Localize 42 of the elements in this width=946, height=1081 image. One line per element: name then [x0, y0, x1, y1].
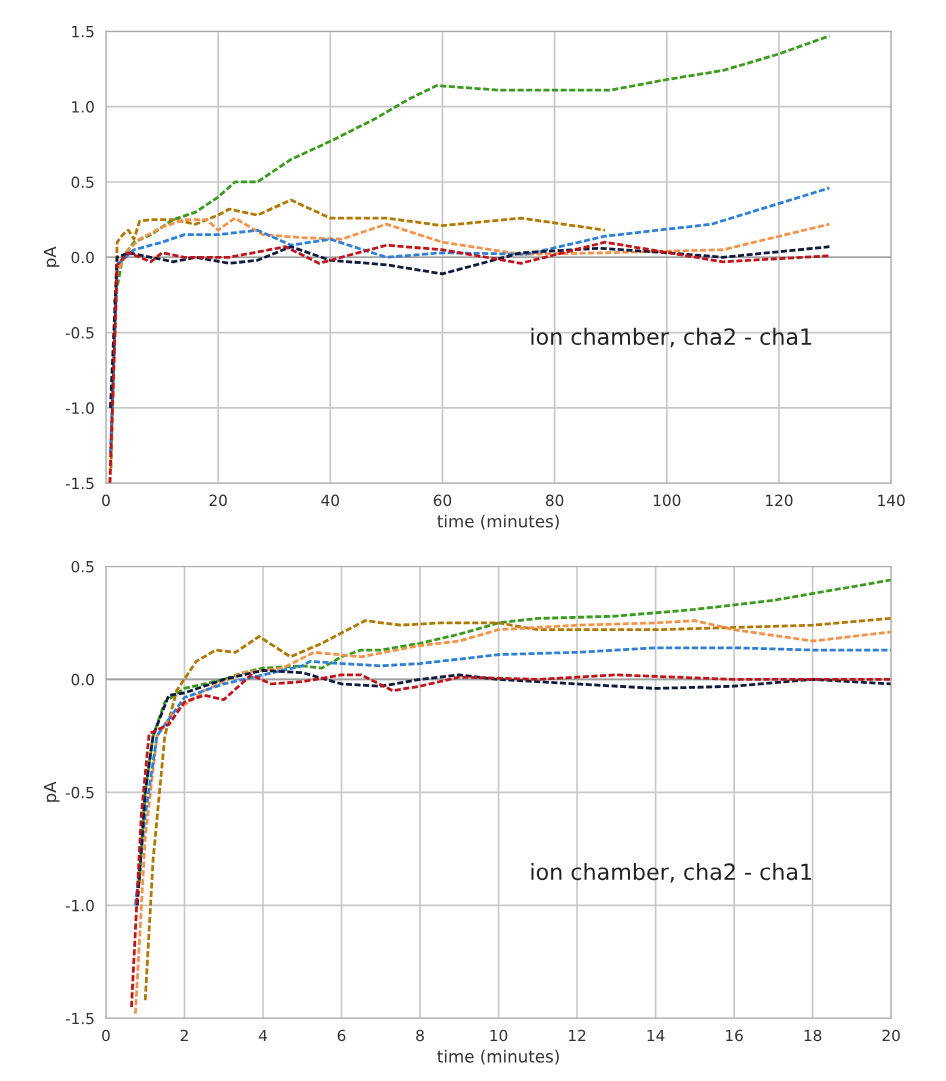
y-tick-label: -1.5 — [65, 1012, 94, 1025]
x-tick-label: 8 — [416, 1029, 424, 1042]
x-tick-label: 2 — [180, 1029, 188, 1042]
x-tick-label: 0 — [102, 1029, 110, 1042]
y-tick-label: 1.0 — [72, 101, 94, 113]
y-tick-label: 0.0 — [71, 251, 94, 264]
x-tick-label: 14 — [647, 1029, 665, 1042]
x-tick-label: 4 — [258, 1029, 267, 1042]
line-series — [137, 578, 892, 885]
x-tick-label: 120 — [766, 494, 793, 507]
x-tick-label: 6 — [337, 1029, 346, 1042]
x-tick-label: 10 — [490, 1029, 508, 1042]
y-tick-label: -1.0 — [65, 402, 94, 414]
x-axis-title: time (minutes) — [437, 1049, 559, 1065]
x-tick-label: 100 — [653, 494, 681, 507]
annotation: ion chamber, cha2 - cha1 — [531, 862, 812, 883]
x-tick-label: 40 — [321, 494, 339, 507]
annotation: ion chamber, cha2 - cha1 — [531, 327, 812, 348]
x-tick-label: 12 — [569, 1029, 586, 1042]
x-tick-label: 18 — [804, 1029, 822, 1042]
x-axis-title: time (minutes) — [437, 514, 559, 530]
y-tick-label: 0.5 — [71, 176, 94, 188]
line-series — [109, 186, 831, 455]
y-tick-label: 1.5 — [72, 26, 94, 38]
y-tick-label: -0.5 — [65, 786, 94, 799]
y-tick-label: -1.0 — [65, 899, 94, 912]
y-axis-title: pA — [43, 781, 60, 802]
y-tick-label: -0.5 — [65, 327, 94, 339]
x-tick-label: 20 — [882, 1029, 900, 1042]
x-tick-label: 0 — [102, 494, 110, 507]
x-tick-label: 20 — [209, 494, 227, 507]
y-tick-label: 0.0 — [71, 673, 94, 686]
y-tick-label: -1.5 — [65, 477, 94, 490]
line-series — [109, 245, 831, 410]
line-series — [112, 34, 831, 304]
x-tick-label: 60 — [433, 494, 452, 507]
y-axis-title: pA — [43, 246, 60, 267]
x-tick-label: 140 — [878, 494, 905, 507]
y-tick-label: 0.5 — [71, 560, 94, 573]
line-series — [130, 673, 892, 1009]
x-tick-label: 80 — [545, 494, 564, 507]
x-tick-label: 16 — [726, 1029, 743, 1042]
